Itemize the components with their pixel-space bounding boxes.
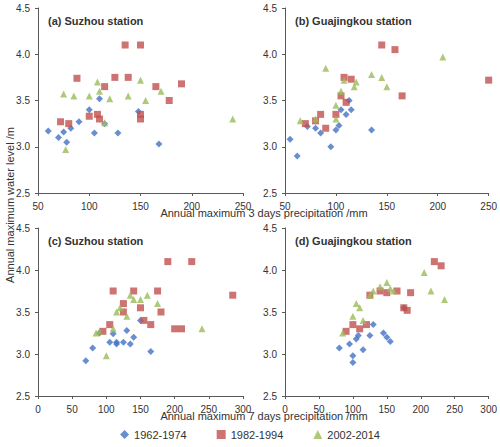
svg-text:4.5: 4.5 [263,223,277,234]
svg-text:50: 50 [313,404,325,415]
svg-text:(c) Suzhou station: (c) Suzhou station [48,235,144,247]
svg-text:250: 250 [200,404,217,415]
svg-text:0: 0 [282,404,288,415]
svg-text:200: 200 [429,201,446,212]
svg-text:50: 50 [67,404,79,415]
svg-text:3.5: 3.5 [16,307,30,318]
svg-text:250: 250 [480,201,497,212]
svg-text:3.0: 3.0 [263,349,277,360]
svg-text:Annual maximum 7 days precipit: Annual maximum 7 days precipitation /mm [160,410,367,422]
svg-text:4.5: 4.5 [16,223,30,234]
svg-text:100: 100 [345,404,362,415]
svg-text:200: 200 [166,404,183,415]
svg-text:250: 250 [446,404,463,415]
svg-text:4.5: 4.5 [263,3,277,14]
svg-text:300: 300 [480,404,497,415]
svg-text:(d) Guajingkou station: (d) Guajingkou station [295,235,412,247]
svg-text:(a) Suzhou station: (a) Suzhou station [48,15,144,27]
svg-text:2.5: 2.5 [16,188,30,199]
svg-text:50: 50 [279,201,291,212]
svg-text:200: 200 [412,404,429,415]
svg-text:3.0: 3.0 [16,141,30,152]
svg-text:3.0: 3.0 [263,141,277,152]
svg-text:150: 150 [132,404,149,415]
svg-text:150: 150 [378,404,395,415]
svg-text:200: 200 [183,201,200,212]
svg-text:4.5: 4.5 [16,3,30,14]
svg-text:300: 300 [235,404,252,415]
svg-text:250: 250 [235,201,252,212]
svg-text:3.5: 3.5 [263,95,277,106]
svg-text:4.0: 4.0 [16,49,30,60]
svg-text:3.5: 3.5 [16,95,30,106]
svg-text:2.5: 2.5 [16,391,30,402]
svg-text:1982-1994: 1982-1994 [231,429,284,441]
svg-text:1962-1974: 1962-1974 [134,429,187,441]
svg-text:Annual maximum water level /m: Annual maximum water level /m [4,127,16,283]
svg-text:100: 100 [328,201,345,212]
svg-text:2002-2014: 2002-2014 [327,429,380,441]
svg-text:3.5: 3.5 [263,307,277,318]
svg-text:150: 150 [378,201,395,212]
svg-text:0: 0 [35,404,41,415]
svg-text:2.5: 2.5 [263,391,277,402]
svg-text:2.5: 2.5 [263,188,277,199]
svg-text:4.0: 4.0 [263,49,277,60]
svg-text:100: 100 [81,201,98,212]
svg-text:4.0: 4.0 [263,265,277,276]
svg-text:(b) Guajingkou station: (b) Guajingkou station [295,15,412,27]
svg-text:3.0: 3.0 [16,349,30,360]
svg-text:50: 50 [32,201,44,212]
svg-text:150: 150 [132,201,149,212]
svg-text:100: 100 [98,404,115,415]
svg-text:4.0: 4.0 [16,265,30,276]
svg-text:Annual maximum 3 days precipit: Annual maximum 3 days precipitation /mm [160,207,368,219]
